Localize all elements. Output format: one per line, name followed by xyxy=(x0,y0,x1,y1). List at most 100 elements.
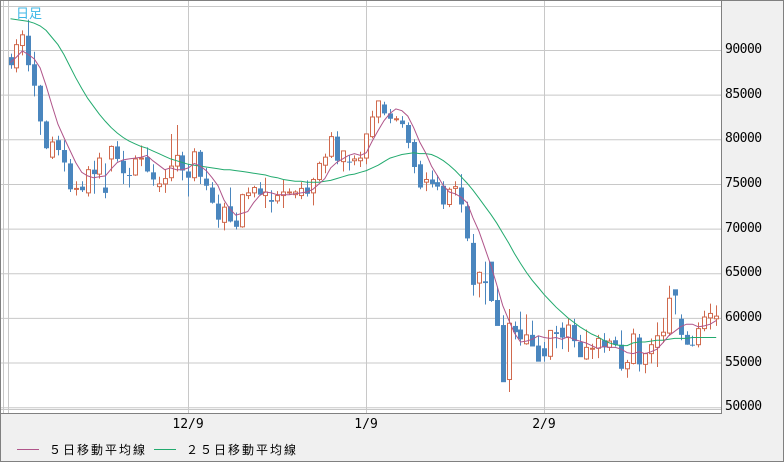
legend-ma25: ２５日移動平均線 xyxy=(154,441,298,458)
candle-body-down xyxy=(418,164,423,188)
y-tick-label: 50000 xyxy=(725,399,762,415)
x-tick-label: 1/9 xyxy=(354,417,378,432)
period-label: 日足 xyxy=(16,7,43,22)
candle-body-up xyxy=(74,187,79,190)
candle-body-down xyxy=(459,187,464,205)
candle-body-up xyxy=(246,192,251,197)
candle-body-up xyxy=(358,157,363,162)
y-tick-label: 65000 xyxy=(725,265,762,281)
y-tick-label: 85000 xyxy=(725,86,762,102)
candle-body-down xyxy=(92,169,97,175)
candle-body-down xyxy=(103,187,108,193)
y-tick-label: 60000 xyxy=(725,309,762,325)
candle-body-down xyxy=(430,179,435,184)
x-tick-label: 2/9 xyxy=(532,417,556,432)
candle-body-down xyxy=(127,175,132,177)
candle-body-up xyxy=(708,312,713,319)
candle-body-up xyxy=(566,324,571,339)
candlestick-chart xyxy=(1,1,721,413)
candle-body-down xyxy=(234,220,239,227)
candle-body-down xyxy=(435,182,440,187)
candle-body-up xyxy=(696,328,701,346)
candle-body-down xyxy=(151,172,156,180)
candle-body-up xyxy=(584,346,589,360)
candle-body-down xyxy=(305,187,310,194)
candle-body-down xyxy=(269,200,274,202)
candle-body-down xyxy=(637,337,642,365)
candle-body-down xyxy=(518,329,523,340)
candle-body-up xyxy=(424,178,429,183)
candle-body-up xyxy=(394,118,399,121)
candle-body-down xyxy=(115,146,120,159)
candle-body-down xyxy=(68,163,73,190)
candle-body-down xyxy=(613,340,618,345)
candle-body-up xyxy=(139,157,144,160)
candle-body-up xyxy=(370,116,375,138)
candle-body-up xyxy=(364,133,369,159)
candle-body-down xyxy=(483,281,488,284)
candle-body-up xyxy=(453,186,458,189)
candle-body-up xyxy=(329,136,334,157)
candle-body-up xyxy=(275,195,280,202)
candle-body-down xyxy=(513,325,518,333)
candle-body-up xyxy=(222,206,227,223)
candle-body-up xyxy=(311,178,316,194)
candle-body-up xyxy=(477,271,482,284)
plot-area[interactable]: 日足 xyxy=(1,1,722,414)
candle-body-down xyxy=(412,141,417,167)
candle-body-down xyxy=(542,348,547,357)
candle-body-down xyxy=(382,104,387,114)
candle-body-up xyxy=(376,100,381,118)
candle-body-up xyxy=(643,353,648,365)
candle-body-up xyxy=(625,362,630,370)
candle-body-down xyxy=(673,289,678,296)
ma5-swatch-icon xyxy=(17,449,39,450)
candle-body-up xyxy=(287,191,292,194)
candle-body-down xyxy=(465,206,470,239)
candle-body-down xyxy=(347,161,352,163)
candle-body-down xyxy=(26,35,31,66)
candle-body-down xyxy=(62,150,67,163)
candle-body-up xyxy=(163,178,168,185)
candle-body-down xyxy=(121,160,126,174)
candle-body-down xyxy=(495,300,500,326)
candle-body-up xyxy=(157,183,162,188)
candle-body-down xyxy=(554,332,559,334)
candle-body-down xyxy=(489,261,494,301)
candle-body-up xyxy=(252,187,257,194)
candle-body-up xyxy=(50,141,55,158)
candle-body-down xyxy=(406,125,411,143)
candle-body-up xyxy=(281,191,286,197)
candle-body-down xyxy=(536,345,541,362)
candle-body-up xyxy=(702,316,707,330)
candle-body-up xyxy=(714,315,719,320)
candle-body-down xyxy=(572,325,577,342)
candle-body-up xyxy=(352,158,357,162)
ma25-line xyxy=(10,18,717,347)
candle-body-up xyxy=(323,156,328,166)
candle-body-down xyxy=(145,157,150,172)
candle-body-down xyxy=(602,340,607,348)
legend-ma5-label: ５日移動平均線 xyxy=(49,443,148,457)
candle-body-up xyxy=(631,333,636,364)
candle-body-up xyxy=(590,347,595,350)
candle-body-up xyxy=(14,44,19,69)
candle-body-down xyxy=(560,327,565,338)
legend-ma5: ５日移動平均線 xyxy=(17,441,147,458)
candle-body-down xyxy=(228,206,233,222)
candle-body-up xyxy=(524,334,529,345)
candle-body-up xyxy=(341,150,346,163)
candle-body-up xyxy=(240,194,245,228)
candle-body-up xyxy=(133,158,138,176)
candle-body-down xyxy=(619,344,624,369)
candle-body-down xyxy=(690,344,695,346)
candle-body-up xyxy=(109,145,114,160)
ma25-swatch-icon xyxy=(154,449,176,450)
candle-body-down xyxy=(38,85,43,122)
candle-body-up xyxy=(649,344,654,355)
candle-body-down xyxy=(530,334,535,347)
x-tick-label: 12/9 xyxy=(172,417,204,432)
candle-body-up xyxy=(20,34,25,47)
candle-body-down xyxy=(388,113,393,119)
